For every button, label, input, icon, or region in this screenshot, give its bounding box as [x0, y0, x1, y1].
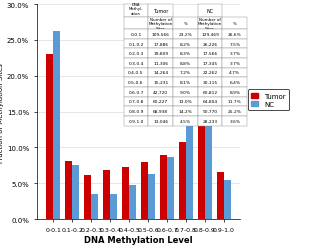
- Bar: [179, 143, 186, 219]
- Bar: [84, 175, 91, 219]
- Bar: [186, 121, 193, 219]
- Bar: [217, 172, 224, 219]
- Bar: [91, 194, 99, 219]
- Bar: [53, 32, 60, 219]
- Legend: Tumor, NC: Tumor, NC: [248, 90, 289, 111]
- Bar: [72, 166, 79, 219]
- Bar: [103, 170, 110, 219]
- X-axis label: DNA Methylation Level: DNA Methylation Level: [84, 235, 193, 244]
- Bar: [46, 55, 53, 219]
- Bar: [65, 161, 72, 219]
- Bar: [129, 186, 136, 219]
- Bar: [224, 180, 231, 219]
- Y-axis label: Fraction of Methylation Sites: Fraction of Methylation Sites: [0, 62, 4, 162]
- Bar: [167, 157, 174, 219]
- Bar: [160, 155, 167, 219]
- Bar: [122, 167, 129, 219]
- Bar: [198, 118, 205, 219]
- Bar: [110, 194, 117, 219]
- Bar: [148, 174, 155, 219]
- Bar: [205, 80, 212, 219]
- Bar: [141, 162, 148, 219]
